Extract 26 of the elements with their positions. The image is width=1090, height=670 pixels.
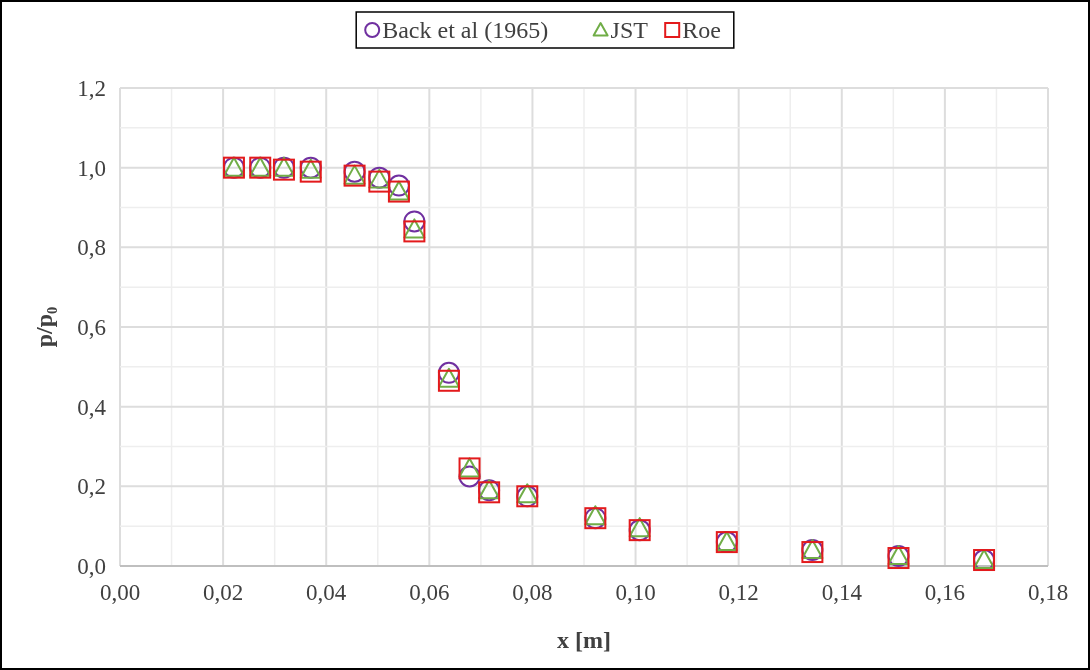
legend-label: Roe [682,17,721,43]
x-tick-label: 0,06 [409,580,450,605]
x-tick-label: 0,16 [924,580,966,605]
y-tick-label: 0,2 [77,474,106,500]
y-tick-label: 0,6 [77,315,106,340]
x-tick-label: 0,02 [202,580,244,605]
y-tick-label: 0,0 [77,554,106,579]
y-tick-label: 1,0 [77,155,106,181]
x-tick-label: 0,14 [821,580,863,605]
point [437,361,460,384]
legend-label: JST [610,17,649,43]
legend-label: Back et al (1965) [382,17,549,43]
x-axis-title: x [m] [557,627,611,653]
x-tick-label: 0,12 [718,580,759,605]
y-tick-label: 0,4 [77,394,107,420]
y-tick-label: 1,2 [77,76,106,101]
point [387,174,410,197]
x-tick-label: 0,08 [512,580,553,605]
x-tick-label: 0,18 [1027,580,1069,605]
y-tick-label: 0,8 [77,235,106,261]
point [403,210,426,233]
x-tick-label: 0,00 [99,580,141,605]
y-axis-title: p/p₀ [31,306,57,348]
x-tick-label: 0,10 [615,580,656,605]
point [458,465,481,488]
x-tick-label: 0,04 [306,580,347,605]
